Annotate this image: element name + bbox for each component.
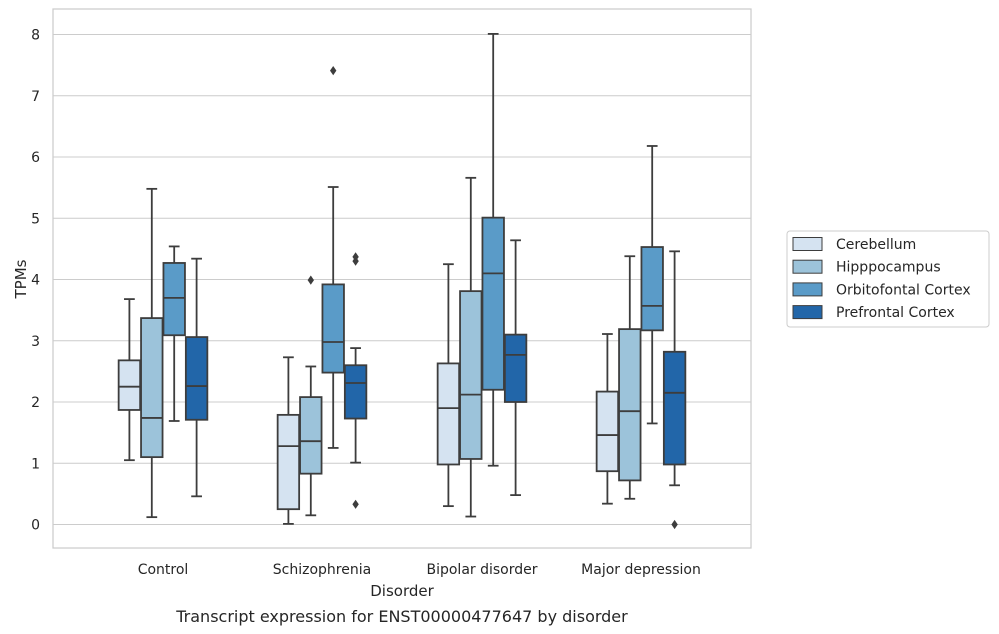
series-prefrontal-cortex: [184, 239, 687, 530]
x-tick-label: Schizophrenia: [273, 562, 371, 578]
box: [162, 245, 186, 422]
legend-label: Orbitofontal Cortex: [836, 282, 971, 298]
box: [117, 298, 142, 462]
legend: Cerebellum Hipppocampus Orbitofontal Corte…: [786, 230, 990, 328]
legend-swatch: [792, 305, 823, 320]
box-plot-series: [117, 32, 687, 530]
y-tick-label: 4: [31, 273, 40, 289]
box: [321, 66, 345, 449]
box: [503, 239, 528, 497]
x-axis-title: Disorder: [370, 582, 434, 600]
box-iqr: [117, 359, 142, 411]
legend-item: Prefrontal Cortex: [792, 305, 955, 321]
y-tick-label: 5: [31, 211, 40, 227]
x-axis-ticks: Control Schizophrenia Bipolar disorder Majo…: [138, 562, 701, 578]
box-iqr: [481, 216, 505, 391]
y-tick-label: 3: [31, 334, 40, 350]
outlier-point: [307, 275, 314, 285]
box-iqr: [299, 396, 323, 475]
box-iqr: [276, 413, 301, 511]
outlier-point: [330, 66, 337, 76]
box-iqr: [595, 390, 620, 473]
box: [140, 187, 164, 519]
legend-swatch: [792, 259, 823, 274]
series-orbitofontal-cortex: [162, 32, 664, 467]
box: [459, 176, 483, 518]
box-iqr: [184, 336, 209, 421]
y-tick-label: 6: [31, 150, 40, 166]
legend-item: Hipppocampus: [792, 259, 941, 276]
legend-swatch: [792, 237, 823, 251]
legend-label: Hipppocampus: [836, 260, 941, 276]
outlier-point: [352, 252, 359, 262]
box: [436, 263, 461, 508]
box: [299, 275, 323, 517]
y-axis-ticks: 0 1 2 3 4 5 6 7 8: [31, 28, 40, 534]
outlier-point: [671, 519, 678, 530]
box: [595, 333, 620, 505]
x-tick-label: Control: [138, 562, 189, 578]
box-iqr: [321, 283, 345, 374]
box-iqr: [162, 262, 186, 337]
y-axis-title: TPMs: [12, 259, 30, 299]
box: [618, 255, 642, 500]
legend-frame: [786, 230, 990, 328]
x-tick-label: Bipolar disorder: [426, 562, 537, 578]
x-tick-label: Major depression: [581, 562, 701, 578]
box-iqr: [618, 328, 642, 482]
legend-item: Cerebellum: [792, 237, 916, 253]
plot-frame: [52, 8, 752, 549]
y-tick-label: 0: [31, 518, 40, 534]
box-iqr: [436, 362, 461, 466]
box-iqr: [343, 364, 368, 420]
box-iqr: [459, 290, 483, 460]
box: [184, 257, 209, 498]
box: [276, 356, 301, 525]
box: [662, 250, 687, 530]
y-tick-label: 1: [31, 456, 40, 472]
y-tick-label: 7: [31, 89, 40, 105]
legend-item: Orbitofontal Cortex: [792, 282, 971, 298]
box: [640, 145, 664, 425]
y-tick-label: 8: [31, 28, 40, 44]
legend-label: Cerebellum: [836, 237, 916, 253]
box-iqr: [662, 350, 687, 466]
box-iqr: [640, 246, 664, 332]
series-cerebellum: [117, 263, 620, 525]
legend-swatch: [792, 282, 823, 297]
box: [481, 32, 505, 467]
box: [343, 252, 368, 509]
box-iqr: [503, 333, 528, 403]
chart-caption: Transcript expression for ENST0000047764…: [175, 607, 628, 626]
legend-label: Prefrontal Cortex: [836, 305, 955, 321]
series-hipppocampus: [140, 176, 642, 519]
box-iqr: [140, 317, 164, 459]
outlier-point: [352, 499, 359, 509]
y-tick-label: 2: [31, 395, 40, 411]
